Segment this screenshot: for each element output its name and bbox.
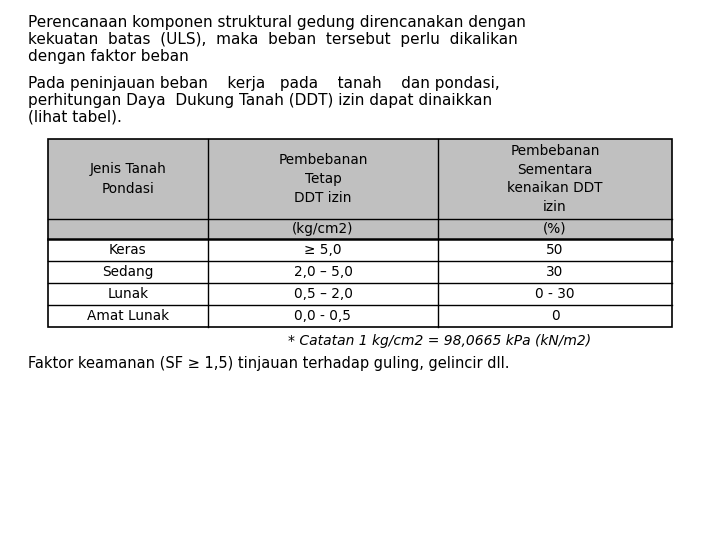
Text: Jenis Tanah
Pondasi: Jenis Tanah Pondasi <box>89 162 166 195</box>
Text: 0,0 - 0,5: 0,0 - 0,5 <box>294 309 351 323</box>
Text: (%): (%) <box>543 222 567 236</box>
Bar <box>48 139 672 239</box>
Text: (lihat tabel).: (lihat tabel). <box>28 110 122 125</box>
Text: dengan faktor beban: dengan faktor beban <box>28 49 189 64</box>
Text: (kg/cm2): (kg/cm2) <box>292 222 354 236</box>
Text: 50: 50 <box>546 243 564 257</box>
Text: Sedang: Sedang <box>102 265 153 279</box>
Text: * Catatan 1 kg/cm2 = 98,0665 kPa (kN/m2): * Catatan 1 kg/cm2 = 98,0665 kPa (kN/m2) <box>289 334 592 348</box>
Text: Pembebanan
Tetap
DDT izin: Pembebanan Tetap DDT izin <box>278 152 368 206</box>
Bar <box>48 139 672 327</box>
Text: 0: 0 <box>551 309 559 323</box>
Text: 30: 30 <box>546 265 564 279</box>
Text: Keras: Keras <box>109 243 147 257</box>
Text: perhitungan Daya  Dukung Tanah (DDT) izin dapat dinaikkan: perhitungan Daya Dukung Tanah (DDT) izin… <box>28 93 492 108</box>
Text: Pembebanan
Sementara
kenaikan DDT
izin: Pembebanan Sementara kenaikan DDT izin <box>508 144 603 214</box>
Text: Amat Lunak: Amat Lunak <box>87 309 169 323</box>
Text: 0,5 – 2,0: 0,5 – 2,0 <box>294 287 352 301</box>
Text: Faktor keamanan (SF ≥ 1,5) tinjauan terhadap guling, gelincir dll.: Faktor keamanan (SF ≥ 1,5) tinjauan terh… <box>28 356 510 371</box>
Bar <box>48 239 672 327</box>
Text: 0 - 30: 0 - 30 <box>535 287 575 301</box>
Text: kekuatan  batas  (ULS),  maka  beban  tersebut  perlu  dikalikan: kekuatan batas (ULS), maka beban tersebu… <box>28 32 518 47</box>
Text: ≥ 5,0: ≥ 5,0 <box>305 243 342 257</box>
Text: 2,0 – 5,0: 2,0 – 5,0 <box>294 265 352 279</box>
Text: Pada peninjauan beban    kerja   pada    tanah    dan pondasi,: Pada peninjauan beban kerja pada tanah d… <box>28 76 500 91</box>
Text: Lunak: Lunak <box>107 287 148 301</box>
Text: Perencanaan komponen struktural gedung direncanakan dengan: Perencanaan komponen struktural gedung d… <box>28 15 526 30</box>
